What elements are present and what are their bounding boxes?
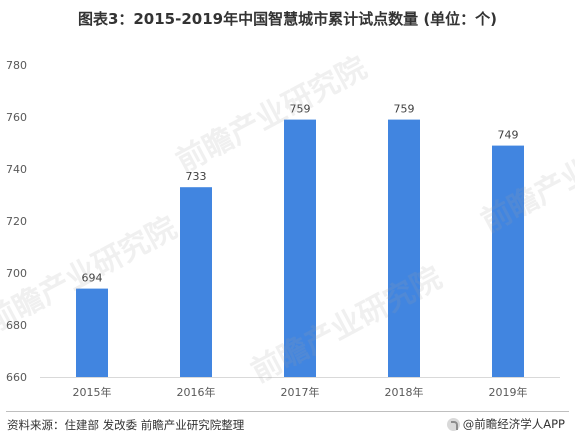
y-tick-label: 720 (6, 215, 27, 228)
data-label: 759 (290, 103, 311, 116)
brand-credit: @前瞻经济学人APP (446, 416, 565, 432)
bar (284, 119, 316, 377)
y-tick-label: 760 (6, 111, 27, 124)
y-tick-label: 740 (6, 163, 27, 176)
y-tick-label: 660 (6, 371, 27, 384)
brand-text: @前瞻经济学人APP (462, 417, 565, 431)
y-tick-label: 700 (6, 267, 27, 280)
data-label: 749 (498, 129, 519, 142)
bar-chart: 660 680 700 720 740 760 780 694 2015年 733 2016年 759… (6, 59, 560, 399)
chart-title: 图表3：2015-2019年中国智慧城市累计试点数量 (单位：个) (77, 10, 498, 28)
data-label: 694 (82, 272, 103, 285)
x-tick-label: 2018年 (385, 385, 424, 399)
source-note: 资料来源：住建部 发改委 前瞻产业研究院整理 (7, 418, 245, 432)
x-tick-label: 2016年 (177, 385, 216, 399)
data-label: 759 (394, 103, 415, 116)
y-tick-label: 780 (6, 59, 27, 72)
bar (76, 288, 108, 377)
x-tick-label: 2017年 (281, 385, 320, 399)
bar (388, 119, 420, 377)
x-tick-label: 2019年 (489, 385, 528, 399)
brand-logo-icon (446, 417, 460, 431)
data-label: 733 (186, 170, 207, 183)
bar (492, 145, 524, 377)
footer-divider (6, 411, 569, 412)
x-tick-label: 2015年 (73, 385, 112, 399)
bar (180, 187, 212, 377)
y-tick-label: 680 (6, 319, 27, 332)
